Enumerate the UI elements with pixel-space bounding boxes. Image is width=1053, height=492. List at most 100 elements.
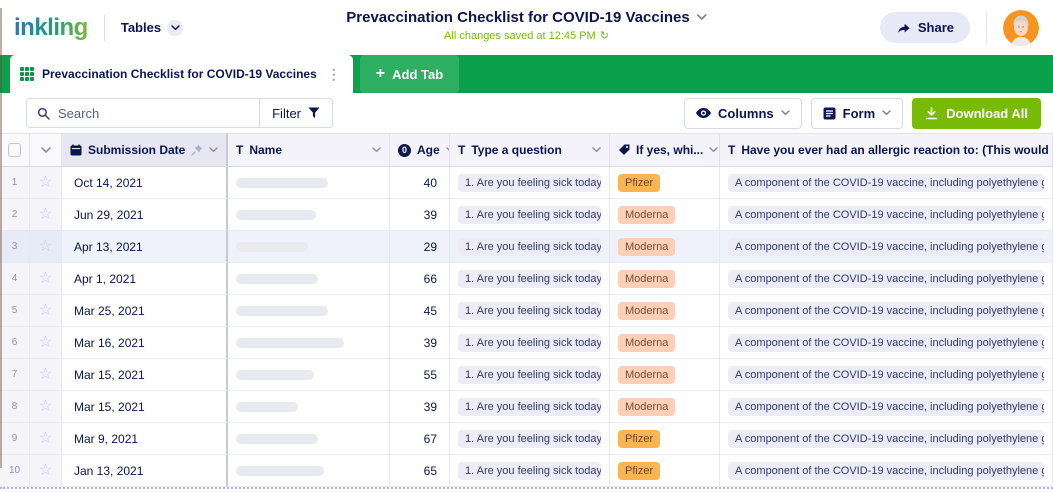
name-cell[interactable] (228, 263, 390, 295)
tables-menu-button[interactable]: Tables (121, 19, 184, 36)
vaccine-cell[interactable]: Moderna (610, 391, 720, 423)
vaccine-cell[interactable]: Pfizer (610, 455, 720, 487)
age-cell[interactable]: 40 (390, 167, 450, 199)
title-chevron-down-icon[interactable] (696, 14, 707, 21)
user-avatar[interactable] (1003, 9, 1039, 46)
submission-date-cell[interactable]: Jan 13, 2021 (62, 455, 228, 487)
question-cell[interactable]: 1. Are you feeling sick today (450, 231, 610, 263)
age-cell[interactable]: 39 (390, 199, 450, 231)
pin-icon[interactable] (191, 144, 203, 156)
share-button[interactable]: Share (879, 12, 970, 43)
submission-date-cell[interactable]: Jun 29, 2021 (62, 199, 228, 231)
new-row-dashed-area[interactable] (0, 487, 1053, 492)
vaccine-cell[interactable]: Moderna (610, 295, 720, 327)
submission-date-cell[interactable]: Mar 15, 2021 (62, 391, 228, 423)
name-cell[interactable] (228, 391, 390, 423)
age-cell[interactable]: 45 (390, 295, 450, 327)
allergic-cell[interactable]: A component of the COVID-19 vaccine, inc… (720, 359, 1053, 391)
vaccine-cell[interactable]: Pfizer (610, 167, 720, 199)
allergic-cell[interactable]: A component of the COVID-19 vaccine, inc… (720, 199, 1053, 231)
submission-date-cell[interactable]: Mar 25, 2021 (62, 295, 228, 327)
select-all-cell[interactable] (0, 134, 30, 166)
star-cell[interactable] (30, 295, 62, 327)
chevron-down-icon[interactable] (592, 147, 601, 153)
allergic-cell[interactable]: A component of the COVID-19 vaccine, inc… (720, 423, 1053, 455)
vaccine-cell[interactable]: Moderna (610, 263, 720, 295)
chevron-down-icon[interactable] (709, 147, 719, 153)
question-cell[interactable]: 1. Are you feeling sick today (450, 199, 610, 231)
column-header-type-a-question[interactable]: Type a question (450, 134, 610, 166)
age-cell[interactable]: 55 (390, 359, 450, 391)
chevron-down-icon[interactable] (445, 147, 449, 153)
vaccine-cell[interactable]: Moderna (610, 327, 720, 359)
inkling-logo[interactable]: inkling (14, 13, 88, 41)
allergic-cell[interactable]: A component of the COVID-19 vaccine, inc… (720, 391, 1053, 423)
age-cell[interactable]: 29 (390, 231, 450, 263)
allergic-cell[interactable]: A component of the COVID-19 vaccine, inc… (720, 231, 1053, 263)
age-cell[interactable]: 39 (390, 327, 450, 359)
question-cell[interactable]: 1. Are you feeling sick today (450, 455, 610, 487)
active-table-tab[interactable]: Prevaccination Checklist for COVID-19 Va… (10, 55, 353, 93)
select-all-checkbox[interactable] (8, 143, 21, 157)
column-header-if-yes[interactable]: If yes, whi... (610, 134, 720, 166)
form-button[interactable]: Form (810, 97, 904, 129)
download-all-button[interactable]: Download All (912, 97, 1041, 129)
allergic-cell[interactable]: A component of the COVID-19 vaccine, inc… (720, 327, 1053, 359)
star-cell[interactable] (30, 455, 62, 487)
submission-date-cell[interactable]: Oct 14, 2021 (62, 167, 228, 199)
question-cell[interactable]: 1. Are you feeling sick today (450, 423, 610, 455)
name-cell[interactable] (228, 199, 390, 231)
star-cell[interactable] (30, 231, 62, 263)
search-input[interactable]: Search (27, 99, 259, 127)
filter-button[interactable]: Filter (259, 99, 332, 127)
tab-options-icon[interactable] (325, 66, 343, 83)
allergic-cell[interactable]: A component of the COVID-19 vaccine, inc… (720, 455, 1053, 487)
submission-date-cell[interactable]: Apr 13, 2021 (62, 231, 228, 263)
vaccine-cell[interactable]: Moderna (610, 359, 720, 391)
name-cell[interactable] (228, 359, 390, 391)
star-cell[interactable] (30, 391, 62, 423)
age-cell[interactable]: 67 (390, 423, 450, 455)
column-header-name[interactable]: Name (228, 134, 390, 166)
question-cell[interactable]: 1. Are you feeling sick today (450, 295, 610, 327)
column-header-submission-date[interactable]: Submission Date (62, 134, 228, 166)
column-header-age[interactable]: Age (390, 134, 450, 166)
submission-date-cell[interactable]: Mar 15, 2021 (62, 359, 228, 391)
question-cell[interactable]: 1. Are you feeling sick today (450, 167, 610, 199)
star-cell[interactable] (30, 167, 62, 199)
chevron-down-icon[interactable] (372, 147, 381, 153)
allergic-cell[interactable]: A component of the COVID-19 vaccine, inc… (720, 263, 1053, 295)
vaccine-cell[interactable]: Moderna (610, 231, 720, 263)
star-cell[interactable] (30, 199, 62, 231)
question-cell[interactable]: 1. Are you feeling sick today (450, 359, 610, 391)
header-menu-cell[interactable] (30, 134, 62, 166)
vaccine-cell[interactable]: Moderna (610, 199, 720, 231)
column-header-allergic-reaction[interactable]: Have you ever had an allergic reaction t… (720, 134, 1053, 166)
share-label: Share (917, 20, 954, 35)
name-cell[interactable] (228, 231, 390, 263)
question-cell[interactable]: 1. Are you feeling sick today (450, 263, 610, 295)
submission-date-cell[interactable]: Mar 16, 2021 (62, 327, 228, 359)
name-cell[interactable] (228, 327, 390, 359)
columns-button[interactable]: Columns (684, 97, 802, 129)
star-cell[interactable] (30, 359, 62, 391)
name-cell[interactable] (228, 455, 390, 487)
allergic-cell[interactable]: A component of the COVID-19 vaccine, inc… (720, 167, 1053, 199)
submission-date-cell[interactable]: Apr 1, 2021 (62, 263, 228, 295)
chevron-down-icon[interactable] (209, 147, 219, 153)
allergic-cell[interactable]: A component of the COVID-19 vaccine, inc… (720, 295, 1053, 327)
age-cell[interactable]: 66 (390, 263, 450, 295)
name-cell[interactable] (228, 167, 390, 199)
name-cell[interactable] (228, 295, 390, 327)
star-cell[interactable] (30, 327, 62, 359)
vaccine-cell[interactable]: Pfizer (610, 423, 720, 455)
name-cell[interactable] (228, 423, 390, 455)
add-tab-button[interactable]: Add Tab (359, 55, 460, 93)
star-cell[interactable] (30, 263, 62, 295)
submission-date-cell[interactable]: Mar 9, 2021 (62, 423, 228, 455)
question-cell[interactable]: 1. Are you feeling sick today (450, 391, 610, 423)
star-cell[interactable] (30, 423, 62, 455)
age-cell[interactable]: 65 (390, 455, 450, 487)
age-cell[interactable]: 39 (390, 391, 450, 423)
question-cell[interactable]: 1. Are you feeling sick today (450, 327, 610, 359)
